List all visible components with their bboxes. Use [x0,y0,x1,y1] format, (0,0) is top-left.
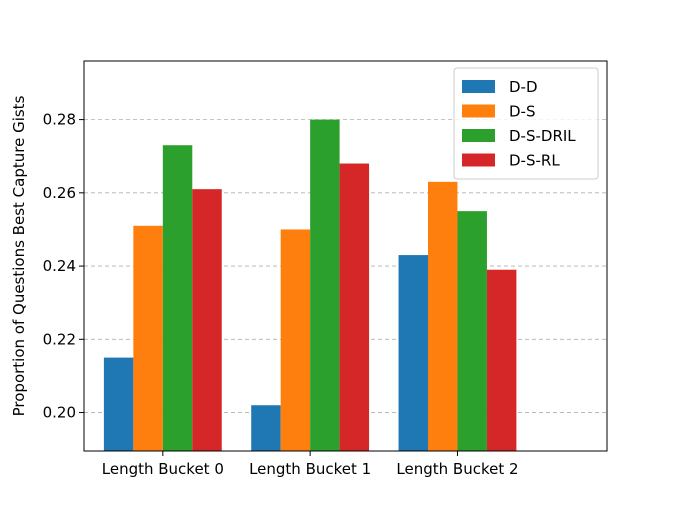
bar-d-d [251,405,281,451]
bars [103,119,517,452]
legend-frame [453,67,599,180]
legend-label: D-S [509,103,535,121]
y-tick-label: 0.26 [43,184,76,202]
y-axis-label: Proportion of Questions Best Capture Gis… [10,95,28,416]
bar-d-s-dril [310,119,340,451]
legend-swatch [462,153,495,167]
bar-d-s-rl [486,269,517,451]
legend: D-D D-S D-S-DRIL D-S-RL [453,67,599,180]
x-tick-label: Length Bucket 0 [102,460,224,478]
x-tick-label: Length Bucket 2 [396,460,518,478]
bar-d-s [428,181,458,451]
bar-d-s [280,229,311,451]
y-tick-label: 0.22 [43,330,76,348]
bar-d-s [133,225,163,451]
bar-d-s-dril [162,145,193,452]
bar-d-s-dril [457,211,487,451]
y-axis: 0.20 0.22 0.24 0.26 0.28 [43,111,84,422]
bar-d-s-rl [339,163,370,451]
legend-label: D-D [509,78,538,96]
bar-d-s-rl [192,189,222,452]
legend-swatch [462,129,495,142]
legend-label: D-S-RL [509,152,560,170]
y-tick-label: 0.20 [43,404,76,422]
legend-swatch [462,80,495,93]
bar-d-d [398,255,429,451]
legend-swatch [462,104,495,118]
x-axis: Length Bucket 0 Length Bucket 1 Length Buc… [102,451,519,478]
plot-frame [83,60,608,452]
y-tick-label: 0.28 [43,111,76,129]
legend-label: D-S-DRIL [509,127,576,145]
bar-d-d [103,357,134,451]
x-tick-label: Length Bucket 1 [249,460,371,478]
y-tick-label: 0.24 [43,257,76,275]
